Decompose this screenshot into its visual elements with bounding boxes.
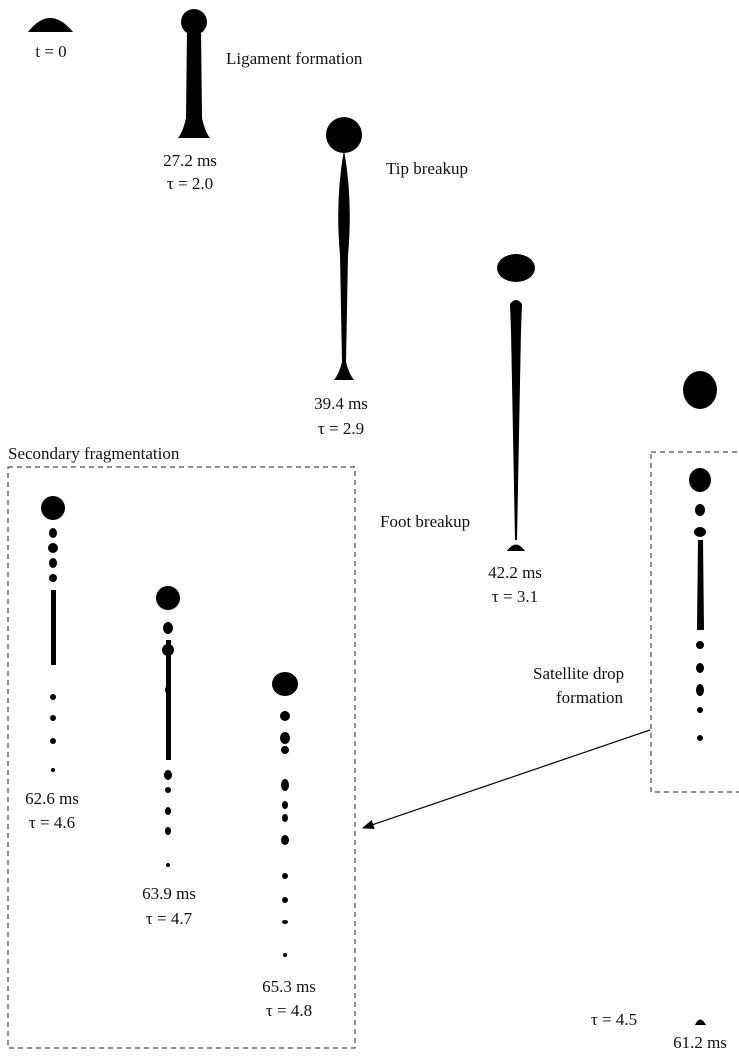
drop	[695, 504, 705, 516]
tau-label: τ = 2.0	[167, 174, 213, 193]
drop	[48, 543, 58, 553]
drop	[281, 835, 289, 845]
drop	[49, 574, 57, 582]
ligament	[697, 540, 704, 630]
drop	[683, 371, 717, 409]
ligament	[334, 150, 354, 380]
ligament	[178, 30, 210, 138]
time-label: 27.2 ms	[163, 151, 217, 170]
label: formation	[556, 688, 624, 707]
drop	[162, 644, 174, 656]
drop	[696, 641, 704, 649]
drop	[282, 920, 288, 924]
drop	[697, 735, 703, 741]
label: Tip breakup	[386, 159, 468, 178]
drop	[49, 558, 57, 568]
tau-label: τ = 2.9	[318, 419, 364, 438]
time-label: 39.4 ms	[314, 394, 368, 413]
time-label: 42.2 ms	[488, 563, 542, 582]
time-label: 65.3 ms	[262, 977, 316, 996]
tau-label: τ = 4.6	[29, 813, 75, 832]
drop	[156, 586, 180, 610]
drop	[166, 863, 170, 867]
drop	[51, 768, 55, 772]
drop	[282, 873, 288, 879]
drop	[272, 672, 298, 696]
drop	[50, 738, 56, 744]
drop	[507, 545, 525, 552]
drop	[165, 686, 171, 694]
drop	[28, 18, 73, 32]
label: Secondary fragmentation	[8, 444, 180, 463]
drop	[165, 787, 171, 793]
label: Satellite drop	[533, 664, 624, 683]
drop	[281, 746, 289, 754]
arrow	[363, 730, 650, 828]
drop	[283, 953, 287, 957]
time-label: 61.2 ms	[673, 1033, 727, 1052]
drop	[165, 807, 171, 815]
dashed-box	[8, 467, 355, 1048]
ligament	[510, 300, 522, 540]
drop	[50, 715, 56, 721]
figure: t = 0 Ligament formation Tip breakup Sec…	[0, 0, 739, 1056]
dashed-box	[651, 452, 739, 792]
drop	[326, 117, 362, 153]
drop	[164, 770, 172, 780]
drop	[282, 814, 288, 822]
drop	[280, 732, 290, 744]
drop	[689, 468, 711, 492]
drop	[282, 801, 288, 809]
ligament	[166, 640, 171, 760]
time-label: 63.9 ms	[142, 884, 196, 903]
drop	[49, 528, 57, 538]
drop	[694, 527, 706, 537]
label: Ligament formation	[226, 49, 363, 68]
drop	[50, 694, 56, 700]
drop	[696, 684, 704, 696]
tau-label: τ = 4.5	[591, 1010, 637, 1029]
drop	[497, 254, 535, 282]
drop	[695, 1020, 706, 1026]
tau-label: τ = 3.1	[492, 587, 538, 606]
ligament	[51, 590, 56, 665]
time-label: 62.6 ms	[25, 789, 79, 808]
drop	[281, 779, 289, 791]
drop	[697, 707, 703, 713]
drop	[282, 897, 288, 903]
drop	[41, 496, 65, 520]
tau-label: τ = 4.8	[266, 1001, 312, 1020]
tau-label: τ = 4.7	[146, 909, 193, 928]
drop	[163, 622, 173, 634]
drop	[165, 827, 171, 835]
label: t = 0	[35, 42, 66, 61]
drop	[280, 711, 290, 721]
label: Foot breakup	[380, 512, 470, 531]
drop	[696, 663, 704, 673]
